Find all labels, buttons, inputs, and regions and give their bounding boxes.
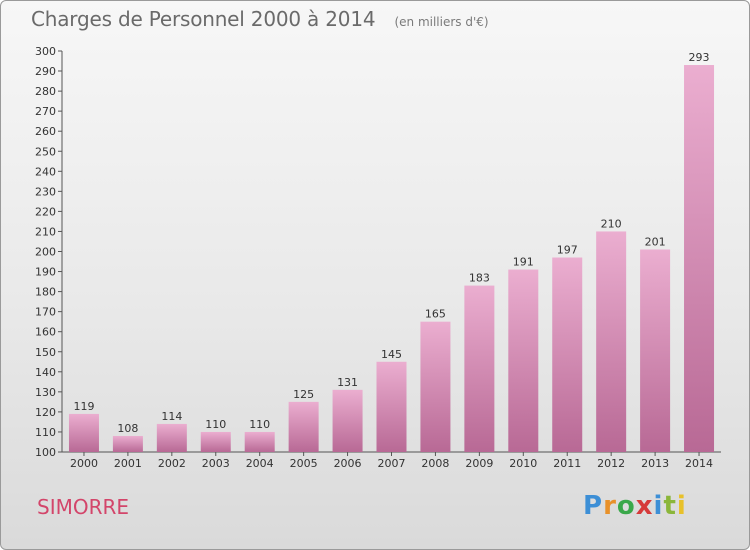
x-tick-label: 2004 [246, 457, 274, 470]
y-tick-label: 230 [35, 185, 56, 198]
x-tick-label: 2010 [509, 457, 537, 470]
x-tick-label: 2001 [114, 457, 142, 470]
bar-2002 [156, 423, 187, 452]
data-label: 165 [425, 308, 446, 321]
bar-2010 [508, 269, 539, 452]
data-label: 131 [337, 376, 358, 389]
y-tick-label: 130 [35, 386, 56, 399]
y-tick-label: 170 [35, 306, 56, 319]
bar-2006 [332, 389, 363, 452]
data-label: 145 [381, 348, 402, 361]
y-tick-label: 120 [35, 406, 56, 419]
x-tick-label: 2000 [70, 457, 98, 470]
bar-2013 [640, 249, 671, 452]
proxiti-logo[interactable]: Proxiti [583, 491, 687, 521]
y-tick-label: 270 [35, 105, 56, 118]
bar-2008 [420, 321, 451, 452]
bar-2014 [684, 65, 715, 452]
chart-unit: (en milliers d'€) [394, 15, 489, 29]
y-tick-label: 110 [35, 426, 56, 439]
x-tick-label: 2005 [290, 457, 318, 470]
y-tick-label: 250 [35, 145, 56, 158]
data-label: 110 [205, 418, 226, 431]
y-tick-label: 150 [35, 346, 56, 359]
commune-name: SIMORRE [37, 495, 130, 519]
y-tick-label: 240 [35, 165, 56, 178]
x-tick-label: 2008 [421, 457, 449, 470]
x-tick-label: 2003 [202, 457, 230, 470]
y-tick-label: 140 [35, 366, 56, 379]
chart-bars [68, 65, 715, 452]
data-label: 210 [601, 217, 622, 230]
data-label: 110 [249, 418, 270, 431]
x-tick-label: 2006 [334, 457, 362, 470]
bar-2001 [112, 435, 143, 452]
data-label: 191 [513, 256, 534, 269]
y-tick-label: 180 [35, 286, 56, 299]
data-label: 201 [645, 235, 666, 248]
bar-2005 [288, 401, 319, 452]
y-tick-label: 210 [35, 225, 56, 238]
data-label: 183 [469, 272, 490, 285]
y-tick-label: 290 [35, 65, 56, 78]
bar-2007 [376, 361, 407, 452]
data-label: 119 [73, 400, 94, 413]
chart-title: Charges de Personnel 2000 à 2014 [31, 7, 376, 31]
x-tick-label: 2009 [465, 457, 493, 470]
bar-2004 [244, 431, 275, 452]
bar-2012 [596, 231, 627, 452]
data-label: 108 [117, 422, 138, 435]
data-label: 125 [293, 388, 314, 401]
y-tick-label: 100 [35, 446, 56, 459]
x-tick-label: 2011 [553, 457, 581, 470]
y-tick-label: 260 [35, 125, 56, 138]
data-label: 197 [557, 244, 578, 257]
data-label: 114 [161, 410, 182, 423]
x-tick-label: 2002 [158, 457, 186, 470]
bar-2000 [68, 413, 99, 452]
x-tick-label: 2012 [597, 457, 625, 470]
chart-axes: 100 110 120 130 140 150 160 170 180 190 200 210 220 2… [35, 45, 721, 459]
data-label: 293 [689, 51, 710, 64]
x-tick-label: 2007 [378, 457, 406, 470]
x-tick-label: 2013 [641, 457, 669, 470]
bar-2009 [464, 285, 495, 452]
bar-2003 [200, 431, 231, 452]
x-tick-label: 2014 [685, 457, 713, 470]
chart-labels: 2000 119 2001 108 2002 114 2003 110 2004 110 2005 1… [70, 51, 713, 470]
bar-2011 [552, 257, 583, 452]
y-tick-label: 200 [35, 246, 56, 259]
y-tick-label: 300 [35, 45, 56, 58]
y-tick-label: 160 [35, 326, 56, 339]
y-tick-label: 220 [35, 205, 56, 218]
y-tick-label: 280 [35, 85, 56, 98]
y-tick-label: 190 [35, 266, 56, 279]
title-row: Charges de Personnel 2000 à 2014 (en mil… [31, 7, 489, 31]
